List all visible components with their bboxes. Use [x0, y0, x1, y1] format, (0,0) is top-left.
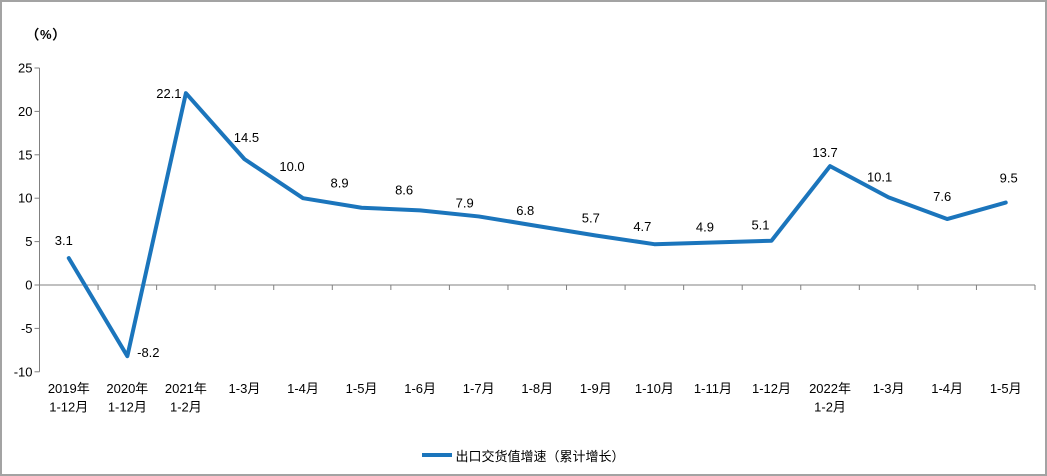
x-tick-label: 1-5月: [990, 381, 1022, 396]
data-label: 7.9: [456, 195, 474, 210]
data-label: 10.0: [279, 159, 304, 174]
data-label: 22.1: [156, 86, 181, 101]
data-label: 5.7: [582, 211, 600, 226]
data-label: 3.1: [55, 233, 73, 248]
data-label: 4.7: [633, 219, 651, 234]
x-tick-label: 1-2月: [814, 400, 846, 415]
x-tick-label: 1-10月: [635, 381, 674, 396]
x-tick-label: 2021年: [165, 381, 207, 396]
y-tick-label: 25: [18, 61, 32, 76]
y-tick-label: 0: [25, 278, 32, 293]
x-tick-label: 2022年: [809, 381, 851, 396]
x-tick-label: 2019年: [48, 381, 90, 396]
x-tick-label: 1-12月: [49, 400, 88, 415]
data-label: 7.6: [933, 189, 951, 204]
x-tick-label: 1-4月: [931, 381, 963, 396]
y-tick-label: -5: [21, 321, 33, 336]
data-label: 6.8: [516, 203, 534, 218]
data-label: 8.9: [331, 176, 349, 191]
series-line: [66, 91, 1008, 359]
x-tick-label: 1-9月: [580, 381, 612, 396]
data-label: 4.9: [696, 219, 714, 234]
data-label: 10.1: [867, 169, 892, 184]
y-tick-label: -10: [14, 364, 33, 379]
y-tick-label: 10: [18, 191, 32, 206]
x-tick-label: 1-12月: [752, 381, 791, 396]
data-label: 14.5: [234, 130, 259, 145]
data-label: -8.2: [137, 345, 159, 360]
legend: 出口交货值增速（累计增长）: [2, 445, 1045, 465]
y-tick-label: 15: [18, 147, 32, 162]
legend-line-swatch: [422, 453, 453, 457]
data-label: 8.6: [395, 182, 413, 197]
data-label: 9.5: [1000, 171, 1018, 186]
x-tick-label: 1-2月: [170, 400, 202, 415]
x-tick-label: 2020年: [106, 381, 148, 396]
x-tick-label: 1-3月: [873, 381, 905, 396]
x-tick-label: 1-3月: [229, 381, 261, 396]
x-tick-label: 1-11月: [694, 381, 732, 396]
x-tick-label: 1-8月: [521, 381, 553, 396]
y-tick-label: 20: [18, 104, 32, 119]
data-label: 13.7: [812, 145, 837, 160]
x-tick-label: 1-12月: [108, 400, 147, 415]
x-tick-label: 1-6月: [404, 381, 436, 396]
data-label: 5.1: [751, 218, 769, 233]
x-tick-label: 1-5月: [346, 381, 378, 396]
x-tick-label: 1-7月: [463, 381, 495, 396]
legend-label: 出口交货值增速（累计增长）: [455, 448, 625, 464]
y-axis-unit-label: （%）: [26, 27, 67, 42]
x-tick-label: 1-4月: [287, 381, 319, 396]
y-tick-label: 5: [25, 234, 32, 249]
